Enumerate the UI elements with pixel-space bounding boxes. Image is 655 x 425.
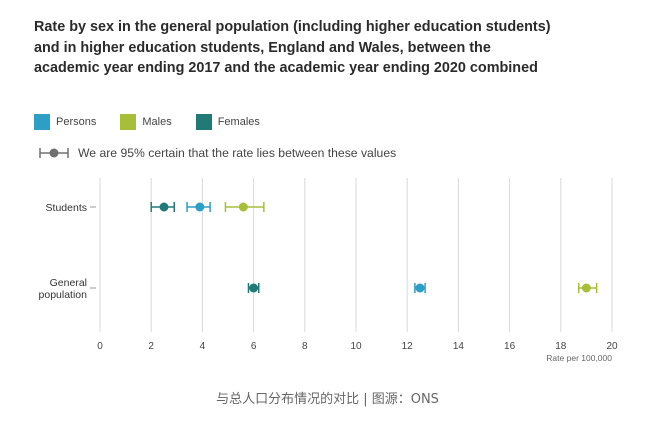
legend-item-persons: Persons bbox=[34, 114, 96, 130]
category-label-0: Students bbox=[46, 202, 87, 214]
x-axis-label: Rate per 100,000 bbox=[546, 353, 612, 363]
point-females-1 bbox=[249, 283, 259, 293]
x-tick-label-8: 8 bbox=[302, 341, 308, 352]
legend-item-males: Males bbox=[120, 114, 172, 130]
confidence-interval-label: We are 95% certain that the rate lies be… bbox=[78, 146, 397, 160]
point-persons-1 bbox=[415, 283, 425, 293]
legend: Persons Males Females bbox=[34, 114, 284, 130]
legend-swatch-males bbox=[120, 114, 137, 130]
x-tick-label-12: 12 bbox=[402, 341, 414, 352]
legend-label-females: Females bbox=[217, 116, 260, 128]
category-label-1: General population bbox=[39, 277, 88, 301]
x-tick-label-20: 20 bbox=[606, 341, 618, 352]
x-tick-label-6: 6 bbox=[251, 341, 257, 352]
legend-item-females: Females bbox=[195, 114, 260, 130]
x-tick-label-10: 10 bbox=[350, 341, 362, 352]
confidence-interval-key: We are 95% certain that the rate lies be… bbox=[38, 146, 396, 160]
figure-caption: 与总人口分布情况的对比 | 图源：ONS bbox=[216, 392, 439, 407]
point-males-0 bbox=[238, 202, 248, 212]
chart-title: Rate by sex in the general population (i… bbox=[34, 19, 551, 76]
legend-label-males: Males bbox=[142, 116, 172, 128]
x-tick-label-4: 4 bbox=[200, 341, 206, 352]
x-tick-label-16: 16 bbox=[504, 341, 516, 352]
legend-swatch-persons bbox=[34, 114, 50, 130]
x-tick-label-14: 14 bbox=[453, 341, 465, 352]
x-tick-label-0: 0 bbox=[97, 341, 103, 352]
legend-label-persons: Persons bbox=[56, 116, 97, 128]
x-tick-label-2: 2 bbox=[148, 341, 154, 352]
legend-swatch-females bbox=[195, 114, 212, 130]
point-persons-0 bbox=[195, 202, 205, 212]
x-tick-label-18: 18 bbox=[555, 341, 567, 352]
point-females-0 bbox=[159, 202, 169, 212]
point-males-1 bbox=[581, 283, 591, 293]
confidence-interval-icon bbox=[39, 148, 69, 158]
